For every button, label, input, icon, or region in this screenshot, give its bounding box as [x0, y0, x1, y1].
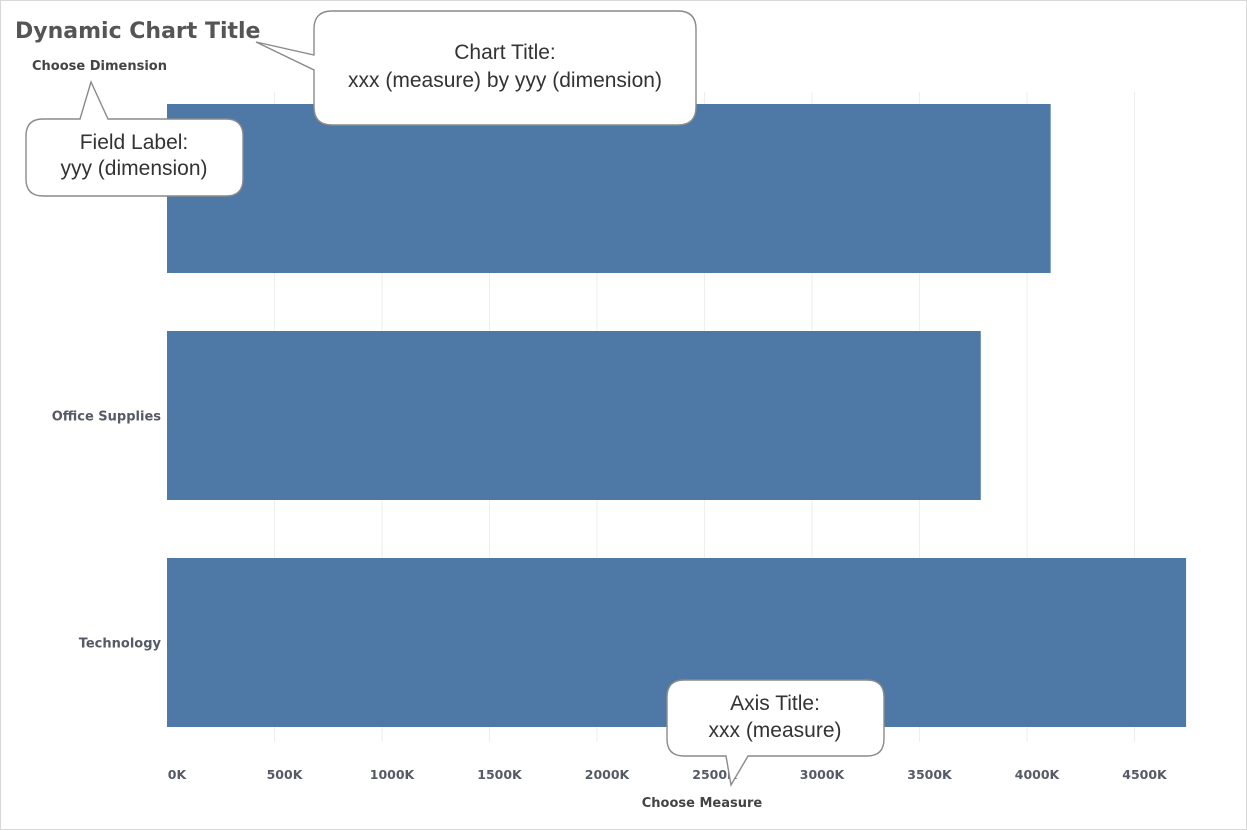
callout-chart-title-line2: xxx (measure) by yyy (dimension): [348, 69, 662, 92]
x-tick-label: 3000K: [800, 767, 846, 782]
x-tick-label: 3500K: [907, 767, 953, 782]
dimension-field-label: Choose Dimension: [32, 59, 167, 74]
x-tick-label: 4500K: [1122, 767, 1168, 782]
callout-field-label-line1: Field Label:: [80, 131, 189, 154]
x-tick-label: 4000K: [1015, 767, 1061, 782]
x-tick-label: 2000K: [585, 767, 631, 782]
x-axis-title: Choose Measure: [642, 796, 763, 811]
bars: [167, 104, 1187, 727]
category-label: Office Supplies: [52, 410, 162, 425]
x-tick-label: 2500K: [692, 767, 738, 782]
x-tick-labels: 0K 500K 1000K 1500K 2000K 2500K 3000K 3500K 4000…: [168, 767, 1168, 782]
callout-axis-title-line1: Axis Title:: [730, 692, 820, 715]
callout-field-label-line2: yyy (dimension): [60, 157, 207, 180]
callout-chart-title-line1: Chart Title:: [454, 41, 556, 64]
bar[interactable]: [167, 104, 1051, 273]
callout-field-label: Field Label: yyy (dimension): [25, 80, 244, 197]
bar[interactable]: [167, 331, 981, 500]
x-tick-label: 1000K: [370, 767, 416, 782]
callout-axis-title-line2: xxx (measure): [708, 719, 841, 742]
category-labels: Office Supplies Technology: [52, 410, 162, 652]
chart-title: Dynamic Chart Title: [15, 19, 260, 44]
x-tick-label: 500K: [267, 767, 304, 782]
callout-chart-title: Chart Title: xxx (measure) by yyy (dimen…: [255, 10, 697, 126]
x-tick-label: 1500K: [477, 767, 523, 782]
callout-axis-title: Axis Title: xxx (measure): [666, 679, 885, 788]
category-label: Technology: [79, 637, 162, 652]
x-tick-label: 0K: [168, 767, 188, 782]
